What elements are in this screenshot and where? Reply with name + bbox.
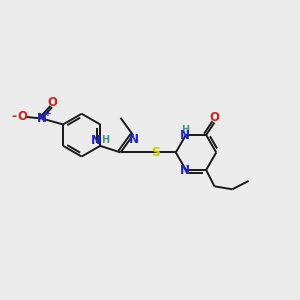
Text: S: S [151, 146, 160, 159]
Text: N: N [91, 134, 101, 147]
Text: N: N [180, 164, 190, 177]
Text: N: N [180, 129, 190, 142]
Text: O: O [17, 110, 27, 123]
Text: +: + [44, 109, 52, 118]
Text: H: H [101, 136, 110, 146]
Text: H: H [181, 125, 189, 135]
Text: N: N [37, 112, 47, 125]
Text: -: - [12, 110, 17, 123]
Text: O: O [209, 111, 219, 124]
Text: N: N [129, 133, 139, 146]
Text: O: O [48, 96, 58, 109]
